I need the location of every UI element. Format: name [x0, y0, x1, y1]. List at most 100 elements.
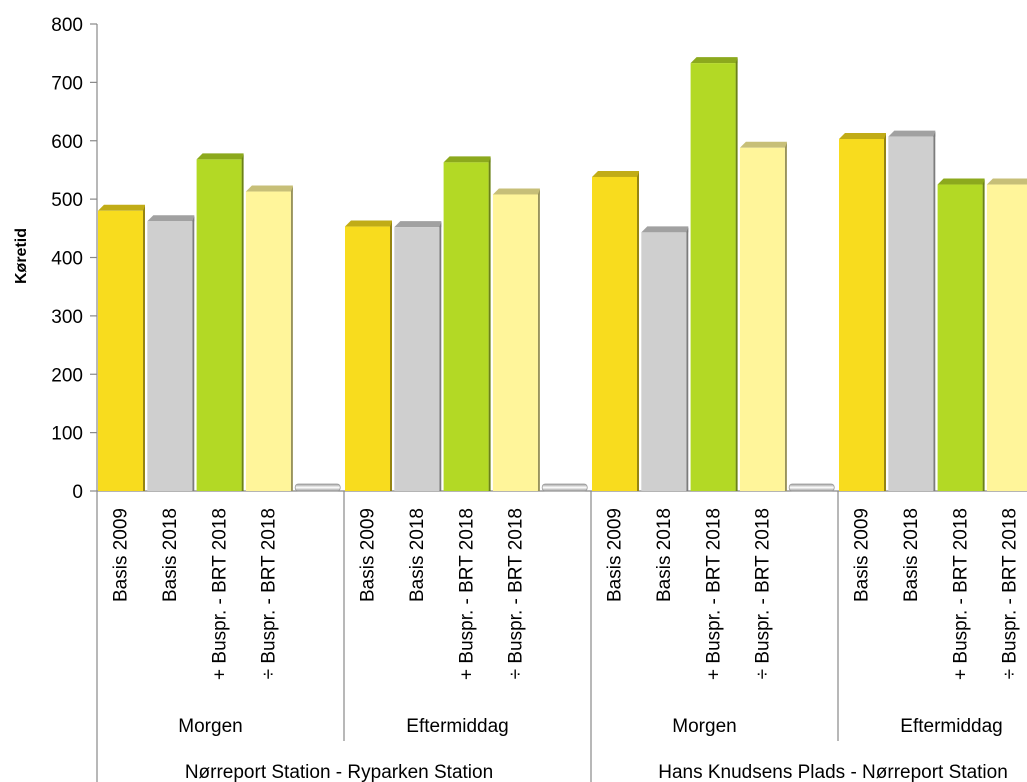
- x-tick-label: Basis 2018: [901, 508, 922, 602]
- bar: [196, 153, 244, 491]
- bar-side: [686, 227, 689, 491]
- period-label: Eftermiddag: [406, 716, 508, 737]
- bar-top: [345, 220, 392, 227]
- bar: [739, 141, 787, 491]
- bar-side: [390, 221, 392, 491]
- bar-top: [245, 185, 293, 192]
- bar: [245, 185, 293, 491]
- bar-top: [196, 153, 244, 160]
- y-tick-label: 100: [51, 424, 83, 445]
- bar: [147, 215, 195, 491]
- bar-side: [439, 222, 442, 491]
- x-tick-label: Basis 2009: [111, 508, 132, 602]
- bar-top: [986, 178, 1027, 185]
- bar-top: [443, 156, 491, 163]
- period-label: Morgen: [672, 716, 736, 737]
- bar-side: [884, 133, 886, 491]
- bar-top: [492, 188, 540, 195]
- bar-side: [241, 154, 244, 491]
- bar: [492, 188, 540, 491]
- y-tick-label: 200: [51, 365, 83, 386]
- category-labels: Basis 2009 Basis 2018 + Buspr. - BRT 2018 ÷…: [111, 508, 1021, 782]
- bar: [839, 132, 886, 491]
- route-label: Hans Knudsens Plads - Nørreport Station: [658, 762, 1008, 782]
- zero-bar: [541, 483, 588, 492]
- bar: [888, 130, 936, 491]
- y-tick-label: 600: [51, 132, 83, 153]
- bar-side: [143, 205, 145, 492]
- zero-bar: [294, 483, 341, 492]
- x-tick-label: ÷ Buspr. - BRT 2018: [753, 508, 774, 679]
- bar-front: [98, 210, 143, 492]
- bar-front: [641, 232, 687, 491]
- bar-front: [345, 226, 390, 491]
- bar-front: [147, 221, 193, 491]
- bar-side: [537, 189, 540, 491]
- bar-front: [986, 184, 1027, 491]
- y-tick-label: 700: [51, 73, 83, 94]
- bar: [641, 226, 689, 491]
- period-label: Morgen: [178, 716, 242, 737]
- period-label: Eftermiddag: [900, 716, 1002, 737]
- bar-front: [888, 136, 934, 491]
- bar-top: [690, 57, 738, 64]
- bar: [986, 178, 1027, 491]
- x-tick-label: ÷ Buspr. - BRT 2018: [259, 508, 280, 679]
- bar-front: [937, 184, 983, 491]
- bar: [937, 178, 985, 491]
- bar-front: [443, 162, 489, 491]
- bar-front: [690, 63, 736, 492]
- x-tick-label: + Buspr. - BRT 2018: [703, 508, 724, 680]
- bar: [394, 221, 442, 491]
- bar-side: [192, 216, 195, 491]
- bar-side: [933, 131, 936, 491]
- bar-front: [839, 138, 884, 491]
- bar-front: [739, 147, 785, 491]
- bar-top: [888, 130, 936, 137]
- x-tick-label: ÷ Buspr. - BRT 2018: [506, 508, 527, 679]
- bar-top: [839, 132, 886, 139]
- y-axis-label: Køretid: [13, 228, 30, 284]
- bar-top: [641, 226, 689, 233]
- bar: [345, 220, 392, 491]
- bar-top: [937, 178, 985, 185]
- y-tick-label: 800: [51, 15, 83, 36]
- bar: [690, 57, 738, 492]
- y-tick-label: 300: [51, 307, 83, 328]
- x-tick-label: + Buspr. - BRT 2018: [209, 508, 230, 680]
- bar-side: [488, 157, 491, 491]
- bar-top: [592, 170, 639, 177]
- x-tick-label: + Buspr. - BRT 2018: [950, 508, 971, 680]
- bar-top: [739, 141, 787, 148]
- bar-top: [394, 221, 442, 228]
- bar-front: [245, 191, 291, 491]
- x-tick-label: Basis 2018: [407, 508, 428, 602]
- x-tick-label: Basis 2018: [160, 508, 181, 602]
- bar-front: [196, 159, 242, 491]
- x-tick-label: Basis 2018: [654, 508, 675, 602]
- bar-side: [637, 171, 639, 491]
- bar-front: [394, 227, 440, 491]
- bar-top: [98, 204, 145, 211]
- bar: [443, 156, 491, 491]
- bar: [592, 170, 639, 491]
- bar-side: [982, 179, 985, 491]
- route-label: Nørreport Station - Ryparken Station: [185, 762, 493, 782]
- x-tick-label: Basis 2009: [605, 508, 626, 602]
- bar-top: [147, 215, 195, 222]
- bar-side: [290, 186, 293, 491]
- zero-bar: [788, 483, 835, 492]
- bar-side: [784, 142, 787, 491]
- x-tick-label: Basis 2009: [852, 508, 873, 602]
- bar-side: [735, 58, 738, 491]
- x-tick-label: Basis 2009: [358, 508, 379, 602]
- bar: [98, 204, 145, 492]
- y-tick-label: 0: [72, 482, 83, 503]
- x-tick-label: + Buspr. - BRT 2018: [456, 508, 477, 680]
- bar-front: [492, 194, 538, 491]
- y-tick-label: 400: [51, 249, 83, 270]
- bars: [98, 57, 1027, 492]
- y-tick-label: 500: [51, 190, 83, 211]
- x-tick-label: ÷ Buspr. - BRT 2018: [1000, 508, 1021, 679]
